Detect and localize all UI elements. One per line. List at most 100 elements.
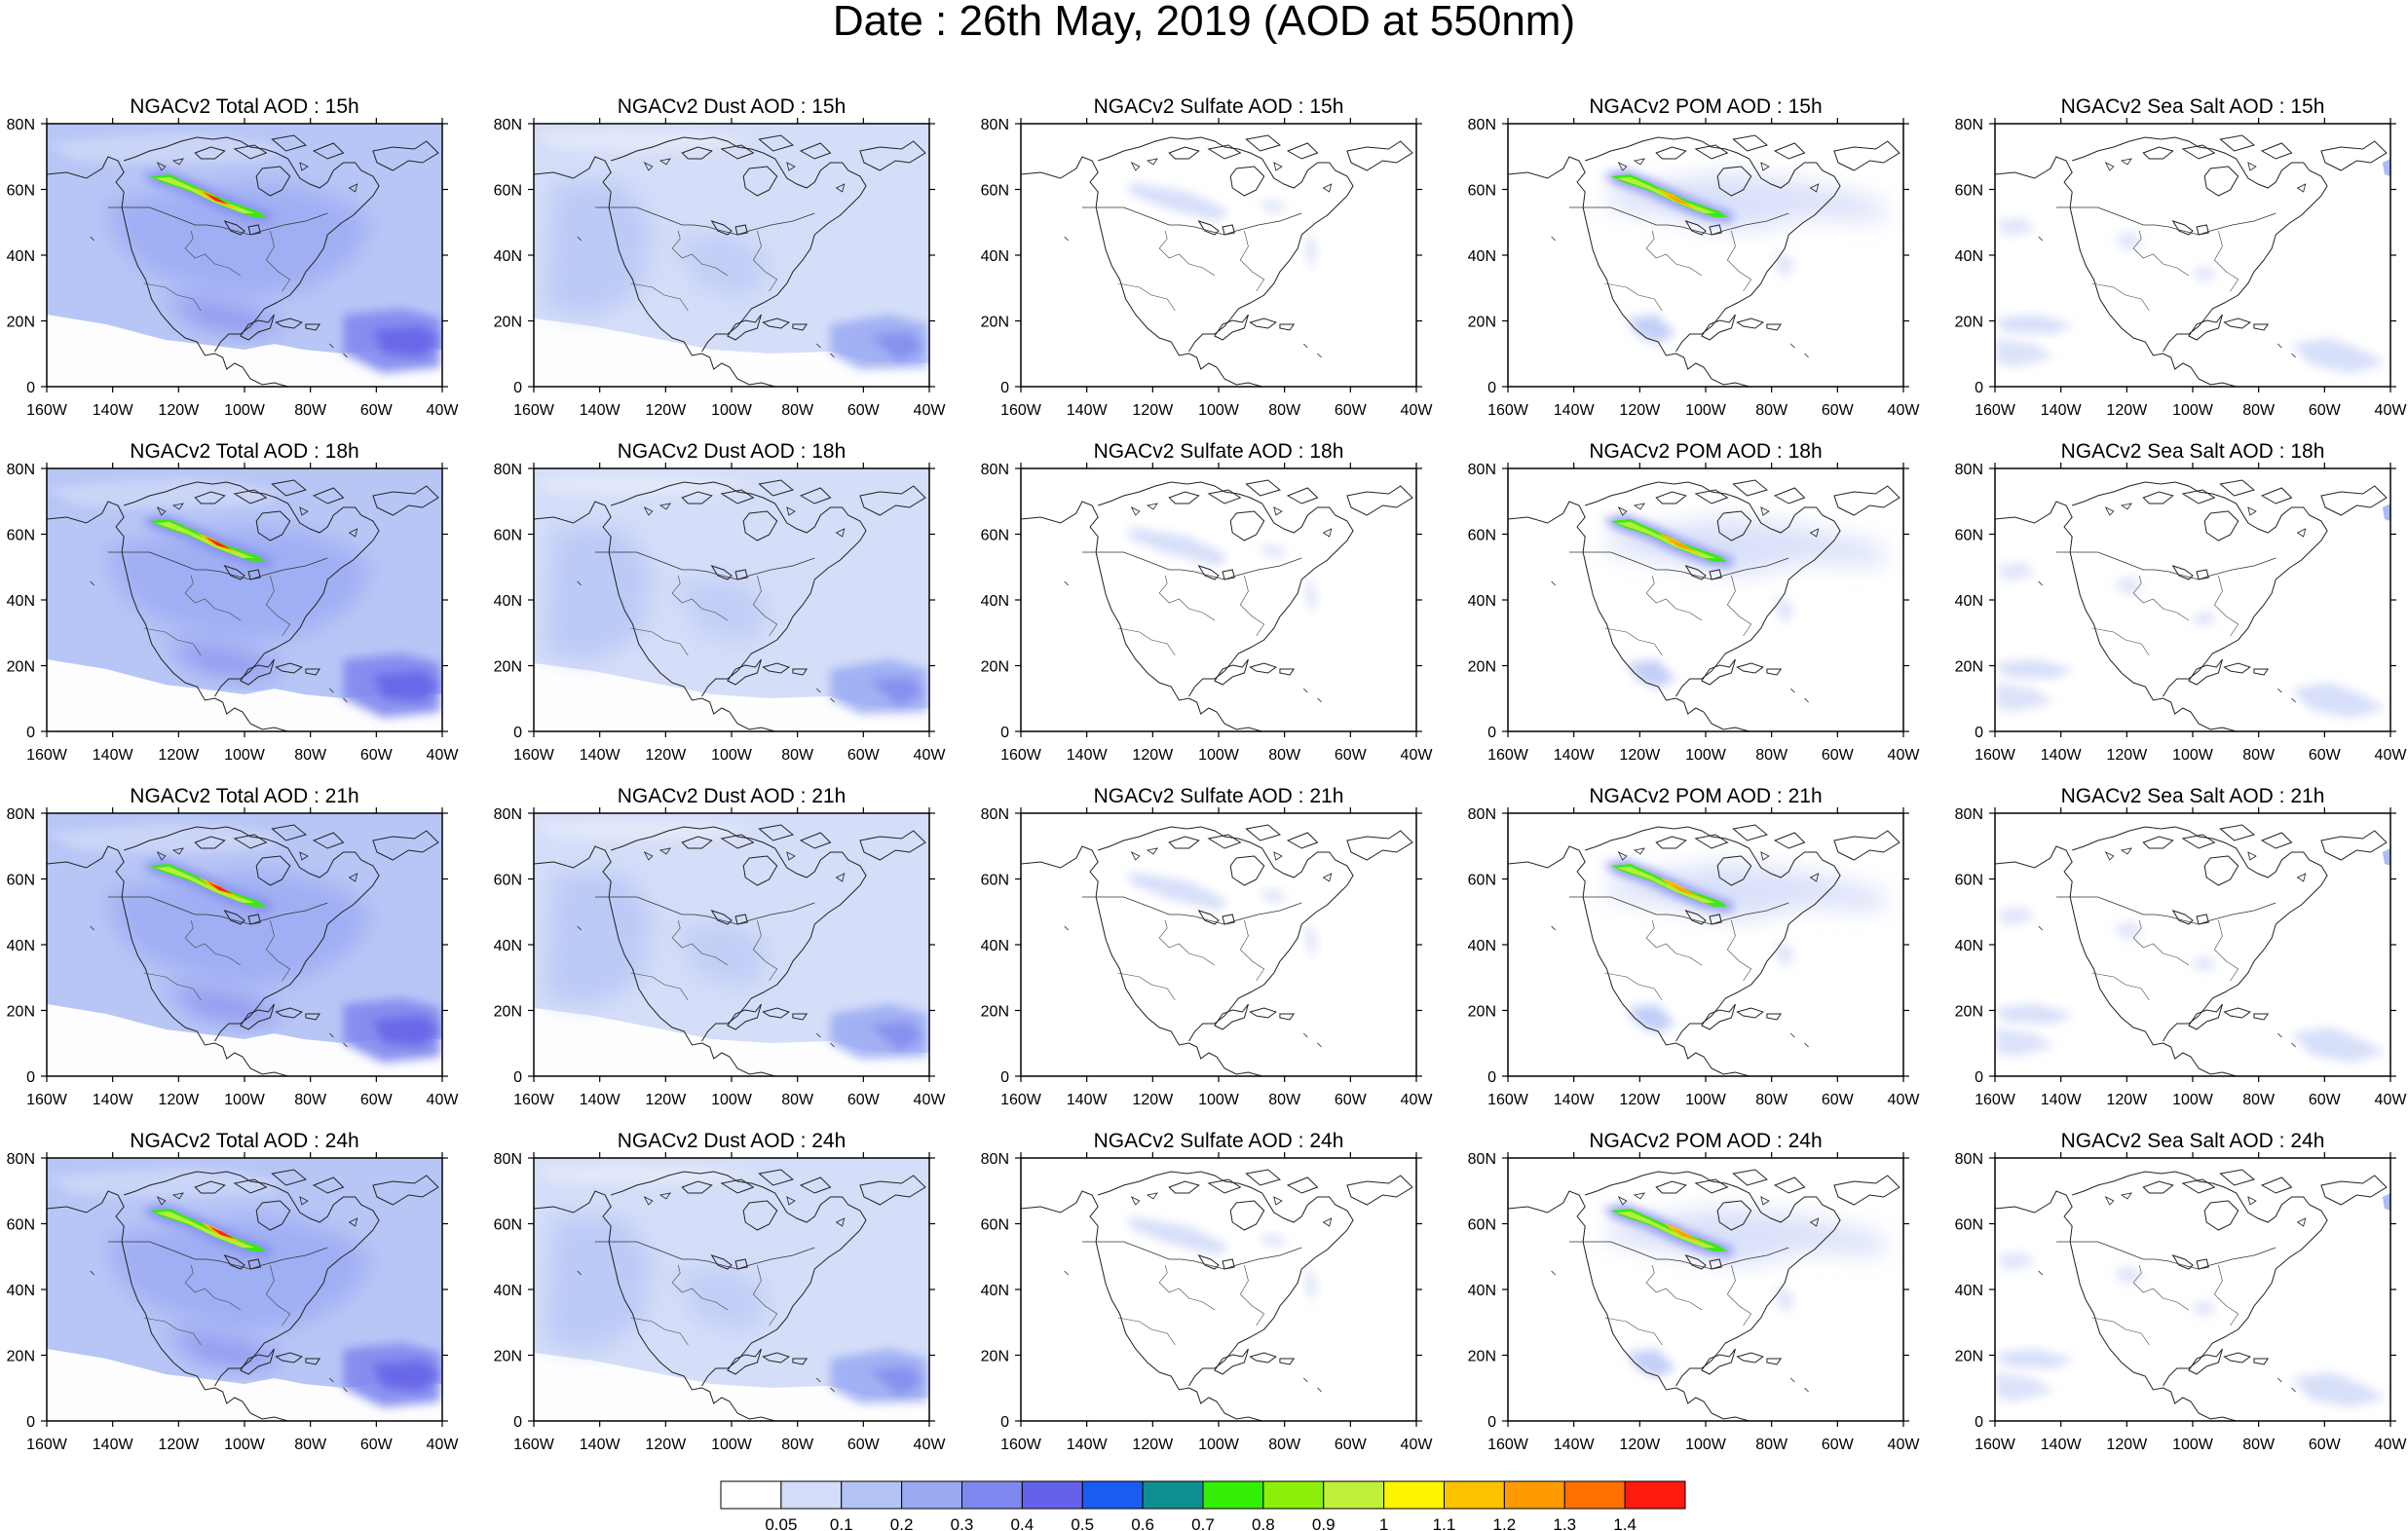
aod-field bbox=[165, 1329, 284, 1368]
lat-label: 20N bbox=[7, 1004, 35, 1021]
aod-field bbox=[1305, 1265, 1318, 1304]
lon-label: 140W bbox=[93, 1092, 134, 1108]
panel-title: NGACv2 POM AOD : 15h bbox=[1589, 95, 1822, 118]
lat-label: 20N bbox=[981, 659, 1009, 676]
aod-field bbox=[1606, 862, 1884, 920]
lat-label: 80N bbox=[1468, 117, 1496, 133]
lat-label: 80N bbox=[981, 806, 1009, 823]
lat-label: 0 bbox=[1487, 1069, 1496, 1086]
lat-label: 60N bbox=[981, 1217, 1009, 1234]
lat-label: 40N bbox=[7, 938, 35, 954]
lat-label: 20N bbox=[1468, 1004, 1496, 1021]
aod-field bbox=[1662, 1222, 1706, 1244]
lon-label: 120W bbox=[2106, 1092, 2148, 1108]
lon-label: 100W bbox=[1198, 1092, 1240, 1108]
lat-label: 20N bbox=[494, 659, 522, 676]
colorbar-swatch bbox=[1624, 1480, 1686, 1510]
map-panel-dust-2: NGACv2 Dust AOD : 21h 80N 60N 40N 20N 0 160W 14… bbox=[494, 785, 947, 1108]
lat-label: 60N bbox=[981, 528, 1009, 544]
aod-field bbox=[372, 1361, 440, 1392]
lat-label: 60N bbox=[7, 183, 35, 200]
aod-field bbox=[1258, 544, 1289, 558]
lon-label: 40W bbox=[1401, 1092, 1434, 1108]
lat-label: 60N bbox=[7, 873, 35, 889]
aod-field bbox=[1606, 517, 1884, 576]
aod-field bbox=[1129, 182, 1229, 221]
lon-label: 160W bbox=[1975, 402, 2016, 419]
aod-field bbox=[1995, 1251, 2035, 1271]
aod-field bbox=[544, 872, 653, 1008]
colorbar-swatch bbox=[1563, 1480, 1626, 1510]
lon-label: 100W bbox=[711, 747, 753, 764]
lon-label: 40W bbox=[914, 1437, 947, 1453]
aod-field bbox=[47, 315, 442, 387]
aod-field bbox=[1129, 527, 1229, 566]
aod-field bbox=[1258, 200, 1289, 213]
lat-label: 60N bbox=[1955, 183, 1983, 200]
colorbar-label: 0.8 bbox=[1252, 1515, 1275, 1531]
lon-label: 60W bbox=[360, 1092, 394, 1108]
lon-label: 140W bbox=[1067, 747, 1109, 764]
aod-field bbox=[870, 332, 923, 361]
aod-field bbox=[2382, 504, 2390, 521]
aod-field bbox=[534, 819, 752, 840]
lat-label: 80N bbox=[1468, 1151, 1496, 1168]
map-panel-seasalt-3: NGACv2 Sea Salt AOD : 24h 80N 60N 40N 20N 0 16… bbox=[1955, 1130, 2408, 1453]
lat-label: 0 bbox=[1975, 725, 1983, 741]
lon-label: 120W bbox=[1619, 1092, 1661, 1108]
aod-field bbox=[1660, 878, 1704, 899]
lon-label: 160W bbox=[26, 1437, 68, 1453]
lon-label: 160W bbox=[1000, 402, 1042, 419]
lat-label: 80N bbox=[7, 806, 35, 823]
panel-title: NGACv2 Total AOD : 18h bbox=[130, 440, 358, 463]
aod-field bbox=[47, 478, 284, 507]
colorbar-swatch bbox=[1383, 1480, 1445, 1510]
lat-label: 40N bbox=[7, 1283, 35, 1299]
lon-label: 40W bbox=[1401, 747, 1434, 764]
lat-label: 20N bbox=[1955, 315, 1983, 331]
map-panel-total-3: NGACv2 Total AOD : 24h 80N 60N 40N 20N 0 160W 1… bbox=[7, 1130, 460, 1453]
lon-label: 100W bbox=[1198, 1437, 1240, 1453]
aod-field bbox=[534, 130, 752, 151]
lat-label: 40N bbox=[981, 248, 1009, 265]
aod-field bbox=[1995, 683, 2054, 712]
lat-label: 80N bbox=[1955, 462, 1983, 478]
colorbar-label: 1.1 bbox=[1433, 1515, 1456, 1531]
aod-field bbox=[47, 823, 284, 852]
lon-label: 140W bbox=[2041, 1437, 2083, 1453]
panel-title: NGACv2 Sulfate AOD : 18h bbox=[1094, 440, 1344, 463]
colorbar-swatch bbox=[1202, 1480, 1264, 1510]
aod-field bbox=[2382, 159, 2390, 176]
lat-label: 0 bbox=[513, 1414, 522, 1431]
lon-label: 40W bbox=[914, 1092, 947, 1108]
lon-label: 120W bbox=[645, 1437, 687, 1453]
lat-label: 80N bbox=[1955, 1151, 1983, 1168]
colorbar-label: 1.2 bbox=[1493, 1515, 1517, 1531]
lat-label: 0 bbox=[26, 1069, 35, 1086]
colorbar-swatch bbox=[1503, 1480, 1565, 1510]
lon-label: 120W bbox=[158, 1437, 200, 1453]
lon-label: 80W bbox=[781, 1092, 814, 1108]
lon-label: 40W bbox=[914, 402, 947, 419]
aod-field bbox=[1995, 315, 2075, 334]
lat-label: 0 bbox=[26, 725, 35, 741]
aod-field bbox=[534, 663, 929, 731]
lat-label: 0 bbox=[513, 725, 522, 741]
aod-field bbox=[870, 1022, 923, 1051]
aod-field bbox=[372, 1016, 440, 1047]
lon-label: 160W bbox=[513, 1437, 555, 1453]
map-panel-pom-3: NGACv2 POM AOD : 24h 80N 60N 40N 20N 0 160W 140… bbox=[1468, 1130, 1921, 1453]
map-panel-pom-1: NGACv2 POM AOD : 18h 80N 60N 40N 20N 0 160W 140… bbox=[1468, 440, 1921, 764]
aod-field bbox=[2113, 1265, 2215, 1316]
aod-field bbox=[165, 295, 284, 334]
colorbar-swatch bbox=[1323, 1480, 1385, 1510]
lon-label: 40W bbox=[427, 1437, 460, 1453]
lat-label: 20N bbox=[7, 315, 35, 331]
lon-label: 40W bbox=[1888, 402, 1921, 419]
map-panel-pom-2: NGACv2 POM AOD : 21h 80N 60N 40N 20N 0 160W 140… bbox=[1468, 785, 1921, 1108]
lon-label: 120W bbox=[1619, 1437, 1661, 1453]
lon-label: 120W bbox=[2106, 402, 2148, 419]
lat-label: 0 bbox=[1487, 1414, 1496, 1431]
lon-label: 40W bbox=[427, 1092, 460, 1108]
lon-label: 60W bbox=[360, 747, 394, 764]
